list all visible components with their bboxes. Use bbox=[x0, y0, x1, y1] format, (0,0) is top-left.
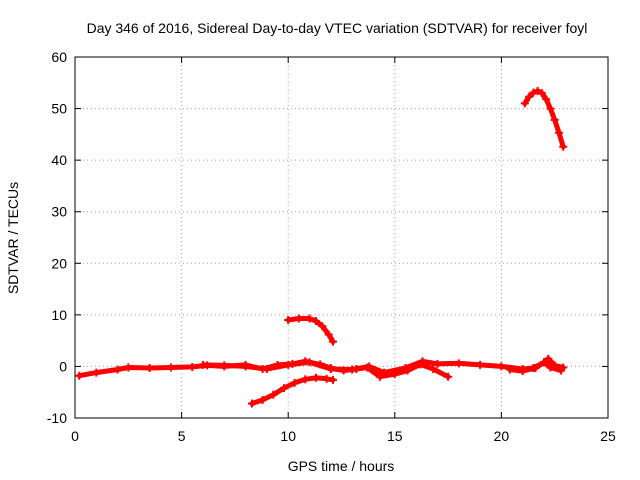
data-point bbox=[269, 390, 278, 399]
data-point bbox=[554, 128, 563, 137]
data-point bbox=[166, 363, 175, 372]
data-point bbox=[550, 115, 559, 124]
data-point bbox=[380, 368, 389, 377]
data-point bbox=[497, 362, 506, 371]
data-point bbox=[559, 142, 568, 151]
y-tick-label: 40 bbox=[51, 152, 67, 168]
data-point bbox=[188, 362, 197, 371]
series-track-5 bbox=[520, 87, 568, 151]
y-tick-label: 20 bbox=[51, 255, 67, 271]
data-point bbox=[520, 99, 529, 108]
x-tick-label: 20 bbox=[494, 428, 510, 444]
data-point bbox=[220, 361, 229, 370]
data-point bbox=[305, 358, 314, 367]
series-line bbox=[522, 88, 566, 150]
x-tick-label: 0 bbox=[71, 428, 79, 444]
y-tick-label: 50 bbox=[51, 101, 67, 117]
data-point bbox=[518, 367, 527, 376]
chart-title: Day 346 of 2016, Sidereal Day-to-day VTE… bbox=[87, 20, 588, 36]
series-track-4 bbox=[284, 314, 337, 346]
data-point bbox=[258, 395, 267, 404]
y-tick-label: -10 bbox=[47, 410, 67, 426]
data-point bbox=[544, 354, 553, 363]
data-point bbox=[454, 359, 463, 368]
data-point bbox=[540, 358, 549, 367]
data-point bbox=[433, 359, 442, 368]
data-point bbox=[324, 330, 333, 339]
data-point bbox=[328, 337, 337, 346]
data-point bbox=[505, 365, 514, 374]
x-tick-label: 10 bbox=[280, 428, 296, 444]
y-tick-label: 0 bbox=[59, 358, 67, 374]
data-point bbox=[92, 368, 101, 377]
data-point bbox=[559, 363, 568, 372]
data-point bbox=[525, 92, 534, 101]
data-point bbox=[546, 104, 555, 113]
data-point bbox=[375, 372, 384, 381]
data-point bbox=[301, 375, 310, 384]
x-tick-label: 25 bbox=[600, 428, 616, 444]
data-point bbox=[365, 362, 374, 371]
series-layer bbox=[75, 87, 568, 408]
data-point bbox=[550, 361, 559, 370]
x-tick-label: 15 bbox=[387, 428, 403, 444]
data-point bbox=[262, 365, 271, 374]
data-point bbox=[542, 95, 551, 104]
data-point bbox=[322, 374, 331, 383]
data-point bbox=[326, 365, 335, 374]
data-point bbox=[198, 360, 207, 369]
data-point bbox=[241, 362, 250, 371]
data-point bbox=[318, 322, 327, 331]
y-axis-label: SDTVAR / TECUs bbox=[5, 182, 21, 294]
data-point bbox=[284, 360, 293, 369]
data-point bbox=[476, 360, 485, 369]
data-point bbox=[311, 317, 320, 326]
data-point bbox=[113, 365, 122, 374]
data-point bbox=[247, 399, 256, 408]
data-point bbox=[401, 363, 410, 372]
data-point bbox=[529, 88, 538, 97]
data-point bbox=[531, 363, 540, 372]
data-point bbox=[311, 373, 320, 382]
y-tick-label: 60 bbox=[51, 49, 67, 65]
data-point bbox=[294, 314, 303, 323]
data-point bbox=[429, 365, 438, 374]
data-point bbox=[290, 378, 299, 387]
data-point bbox=[145, 363, 154, 372]
data-point bbox=[418, 357, 427, 366]
x-axis-label: GPS time / hours bbox=[288, 458, 395, 474]
data-point bbox=[305, 314, 314, 323]
data-point bbox=[75, 371, 84, 380]
y-tick-label: 10 bbox=[51, 307, 67, 323]
data-point bbox=[124, 363, 133, 372]
plot-frame bbox=[74, 56, 609, 419]
data-point bbox=[328, 375, 337, 384]
series-track-3 bbox=[247, 373, 337, 408]
data-point bbox=[533, 87, 542, 96]
data-point bbox=[279, 384, 288, 393]
x-tick-label: 5 bbox=[178, 428, 186, 444]
data-point bbox=[284, 316, 293, 325]
data-point bbox=[348, 365, 357, 374]
data-point bbox=[546, 363, 555, 372]
data-point bbox=[444, 372, 453, 381]
series-track-6 bbox=[505, 354, 568, 376]
data-point bbox=[537, 89, 546, 98]
y-tick-label: 30 bbox=[51, 204, 67, 220]
